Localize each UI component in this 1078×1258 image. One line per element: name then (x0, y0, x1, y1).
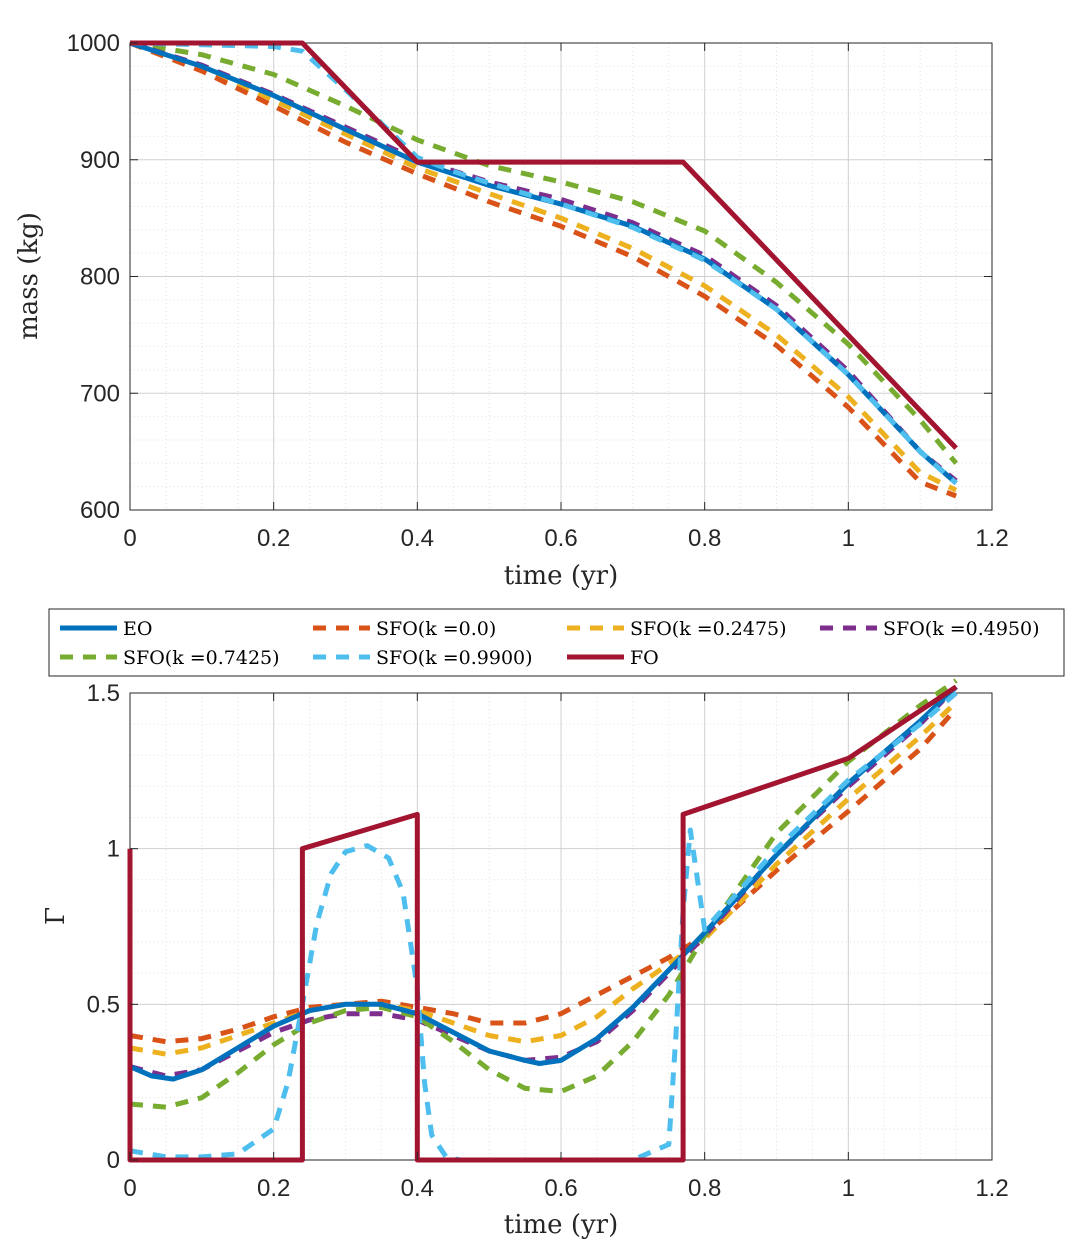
legend: EO SFO(k =0.0) SFO(k =0.2475) SFO(k =0.4950… (48, 608, 1065, 677)
legend-entry-sfo3: SFO(k =0.7425) (60, 647, 280, 669)
series-line-fo (130, 40, 958, 450)
gamma-x-axis-label: time (yr) (504, 1210, 618, 1240)
series-line-eo (129, 40, 958, 485)
y-tick-label: 600 (80, 497, 120, 524)
x-tick-label: 0.4 (401, 525, 434, 552)
series-line-eo (129, 684, 958, 1082)
x-tick-label: 0.2 (257, 1175, 290, 1202)
y-tick-label: 0 (107, 1147, 120, 1174)
y-tick-label: 1 (107, 836, 120, 863)
legend-label: EO (123, 618, 152, 640)
x-tick-label: 0.4 (401, 1175, 434, 1202)
series-line-sfo0 (129, 40, 958, 499)
y-tick-label: 0.5 (87, 991, 120, 1018)
mass-y-axis-label: mass (kg) (14, 212, 44, 340)
legend-label: SFO(k =0.9900) (376, 647, 533, 669)
gamma-chart: 0 0.2 0.4 0.6 0.8 1 1.2 0 0.5 1 1.5 time (yr) Γ (41, 678, 1009, 1240)
legend-entry-eo: EO (60, 618, 152, 640)
gamma-ticks: 0 0.2 0.4 0.6 0.8 1 1.2 0 0.5 1 1.5 (87, 680, 1009, 1202)
gamma-series (127, 678, 958, 1163)
y-tick-label: 700 (80, 380, 120, 407)
x-tick-label: 1.2 (975, 525, 1008, 552)
x-tick-label: 0.6 (544, 525, 577, 552)
x-tick-label: 0 (123, 525, 136, 552)
y-tick-label: 900 (80, 147, 120, 174)
legend-label: SFO(k =0.4950) (883, 618, 1040, 640)
legend-entry-sfo1: SFO(k =0.2475) (567, 618, 787, 640)
legend-label: SFO(k =0.7425) (123, 647, 280, 669)
x-tick-label: 1 (842, 525, 855, 552)
x-tick-label: 0.6 (544, 1175, 577, 1202)
legend-entry-sfo0: SFO(k =0.0) (313, 618, 496, 640)
x-tick-label: 1.2 (975, 1175, 1008, 1202)
series-line-sfo1 (129, 700, 958, 1057)
mass-series (129, 40, 959, 499)
series-line-sfo3 (129, 40, 959, 465)
y-tick-label: 1.5 (87, 680, 120, 707)
mass-x-axis-label: time (yr) (504, 561, 618, 591)
series-line-sfo1 (129, 40, 958, 493)
y-tick-label: 800 (80, 264, 120, 291)
series-line-sfo4 (129, 40, 958, 485)
series-line-sfo4 (129, 691, 958, 1163)
legend-entry-sfo2: SFO(k =0.4950) (820, 618, 1040, 640)
series-line-fo (127, 684, 958, 1163)
x-tick-label: 0.8 (688, 1175, 721, 1202)
x-tick-label: 0.8 (688, 525, 721, 552)
gamma-y-axis-label: Γ (41, 907, 71, 925)
y-tick-label: 1000 (67, 30, 120, 57)
x-tick-label: 0 (123, 1175, 136, 1202)
x-tick-label: 1 (842, 1175, 855, 1202)
mass-chart: 0 0.2 0.4 0.6 0.8 1 1.2 600 700 800 900 1000 time (… (14, 30, 1009, 591)
legend-entry-fo: FO (567, 647, 659, 669)
mass-ticks: 0 0.2 0.4 0.6 0.8 1 1.2 600 700 800 900 1000 (67, 30, 1009, 552)
legend-label: SFO(k =0.2475) (630, 618, 787, 640)
x-tick-label: 0.2 (257, 525, 290, 552)
legend-entry-sfo4: SFO(k =0.9900) (313, 647, 533, 669)
legend-label: FO (630, 647, 659, 669)
legend-box (48, 608, 1065, 677)
series-line-sfo0 (129, 706, 958, 1045)
legend-label: SFO(k =0.0) (376, 618, 496, 640)
